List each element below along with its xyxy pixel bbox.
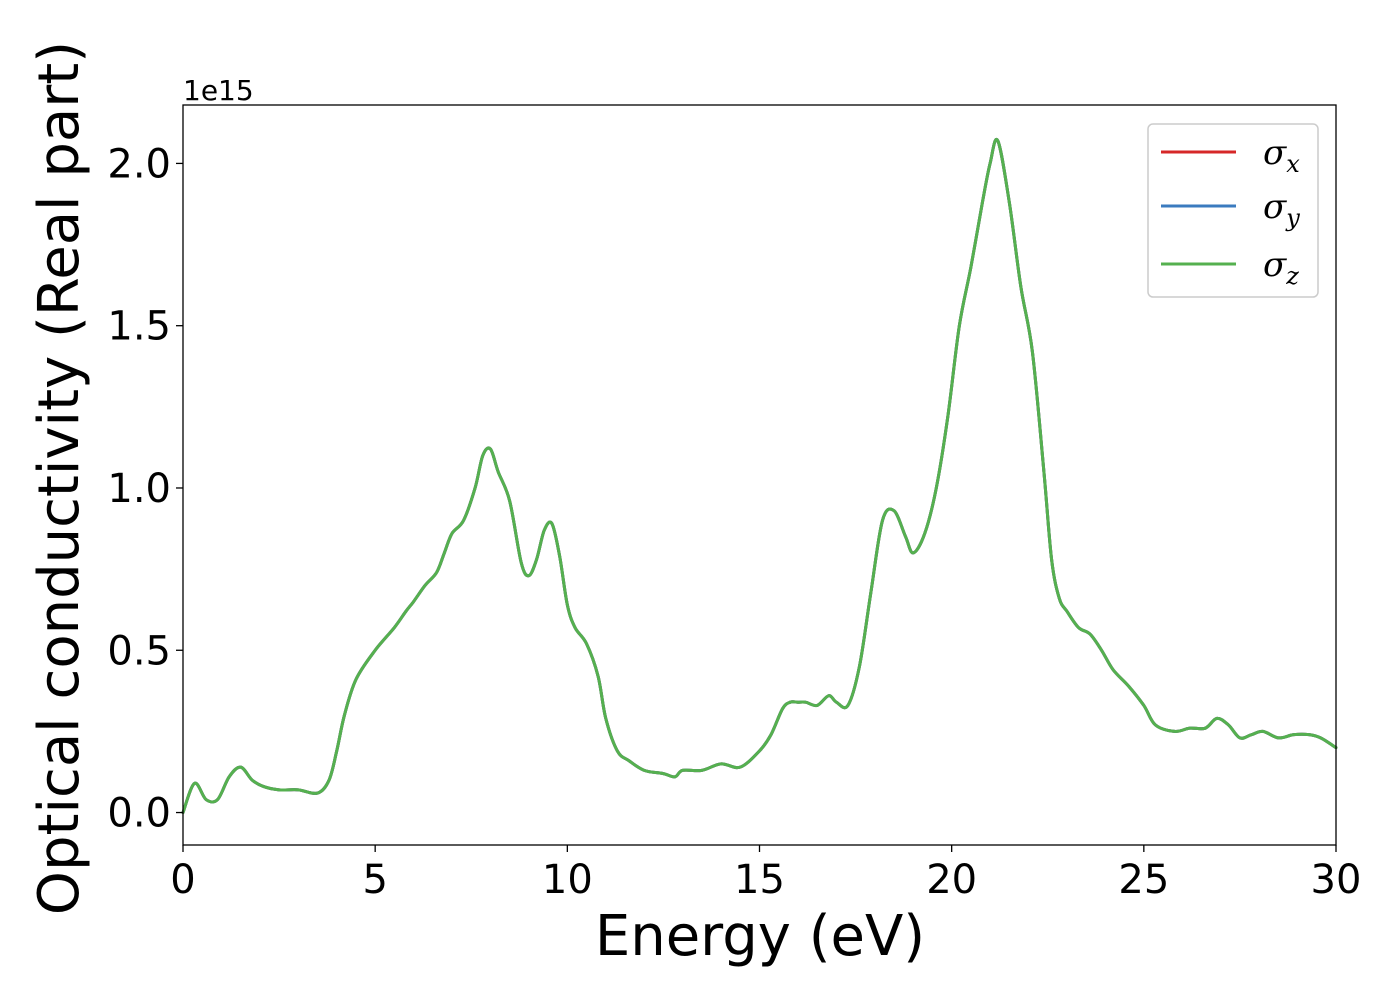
x-tick-label: 20 [926, 857, 977, 903]
legend-symbol: σ [1263, 245, 1287, 285]
legend-box [1147, 123, 1319, 298]
x-axis-title: Energy (eV) [595, 904, 925, 969]
legend-subscript: z [1285, 262, 1299, 290]
x-tick-label: 10 [542, 857, 593, 903]
legend-symbol: σ [1263, 133, 1287, 173]
y-axis: 0.0 0.5 1.0 1.5 2.0 [107, 141, 183, 837]
series-layer [181, 137, 1338, 815]
y-offset-label: 1e15 [183, 74, 254, 107]
x-tick-label: 5 [362, 857, 387, 903]
legend-subscript: x [1286, 150, 1300, 178]
y-tick-label: 0.0 [107, 791, 171, 837]
x-tick-label: 30 [1311, 857, 1362, 903]
legend-subscript: y [1285, 204, 1300, 232]
y-tick-label: 0.5 [107, 628, 171, 674]
y-tick-label: 1.5 [107, 304, 171, 350]
y-tick-label: 2.0 [107, 141, 171, 187]
x-axis: 0 5 10 15 20 25 30 [170, 845, 1361, 903]
legend-label-sigma-z: σz [1263, 245, 1299, 290]
y-axis-title: Optical conductivity (Real part) [27, 41, 92, 915]
legend-label-sigma-y: σy [1263, 187, 1300, 232]
x-tick-label: 15 [734, 857, 785, 903]
legend-symbol: σ [1263, 187, 1287, 227]
x-tick-label: 0 [170, 857, 195, 903]
series-line-sigma-z [181, 137, 1338, 815]
y-tick-label: 1.0 [107, 466, 171, 512]
x-tick-label: 25 [1118, 857, 1169, 903]
legend-label-sigma-x: σx [1263, 133, 1300, 178]
